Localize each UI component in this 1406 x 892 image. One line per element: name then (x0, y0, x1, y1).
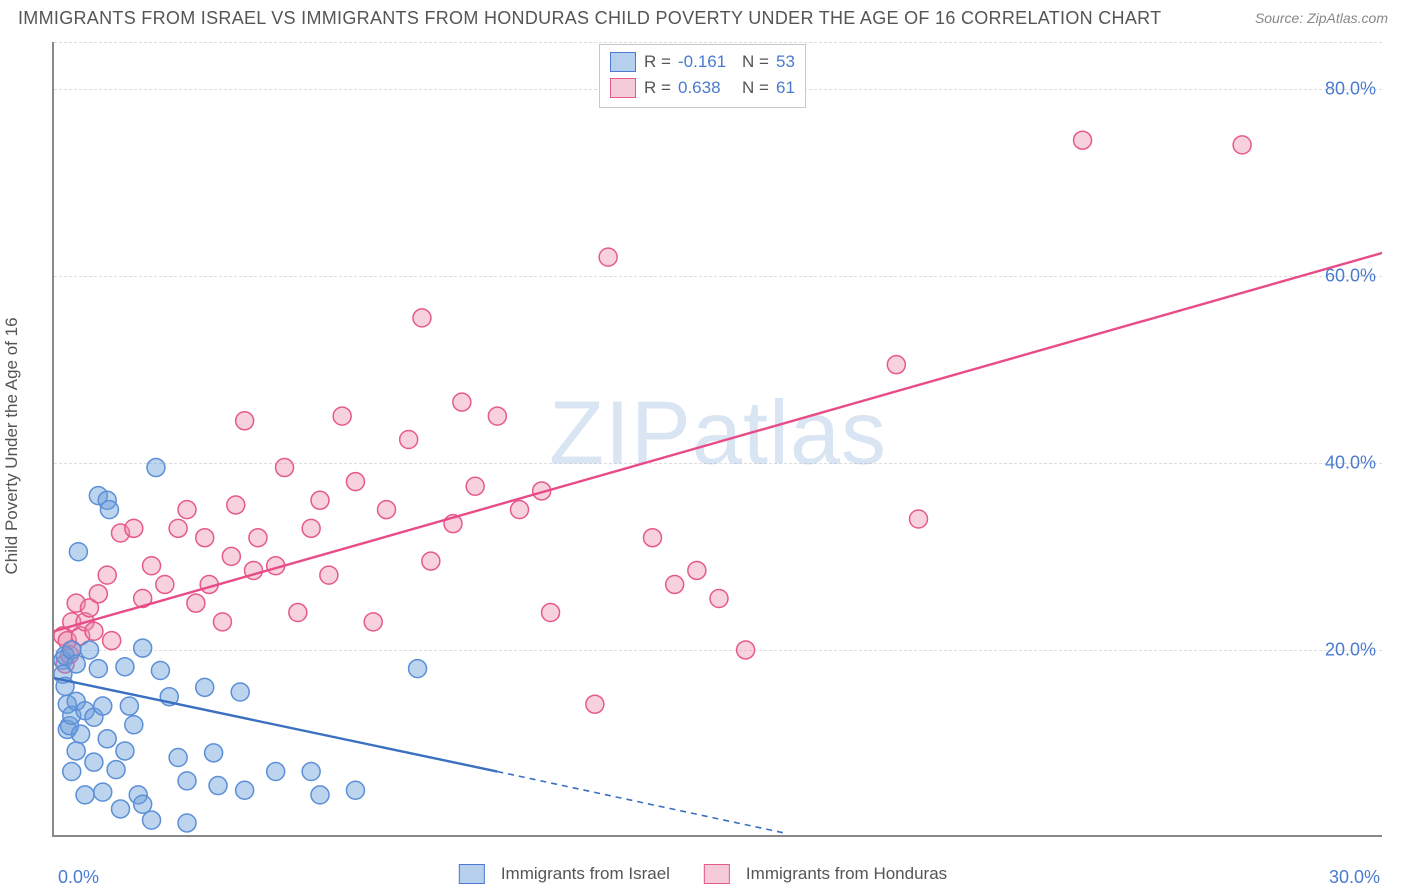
y-axis-label: Child Poverty Under the Age of 16 (2, 317, 22, 574)
legend-item-israel: Immigrants from Israel (459, 864, 670, 884)
swatch-pink-icon (704, 864, 730, 884)
legend-item-honduras: Immigrants from Honduras (704, 864, 947, 884)
correlation-legend: R = -0.161 N = 53 R = 0.638 N = 61 (599, 44, 806, 108)
x-tick-right: 30.0% (1329, 867, 1380, 888)
x-tick-left: 0.0% (58, 867, 99, 888)
legend-row-israel: R = -0.161 N = 53 (610, 49, 795, 75)
swatch-blue-icon (459, 864, 485, 884)
chart-title: IMMIGRANTS FROM ISRAEL VS IMMIGRANTS FRO… (18, 8, 1161, 28)
legend-row-honduras: R = 0.638 N = 61 (610, 75, 795, 101)
scatter-plot: ZIPatlas R = -0.161 N = 53 R = 0.638 N =… (52, 42, 1382, 837)
plot-svg (54, 42, 1382, 835)
swatch-blue (610, 52, 636, 72)
source-attribution: Source: ZipAtlas.com (1255, 10, 1388, 26)
series-legend: Immigrants from Israel Immigrants from H… (459, 864, 947, 884)
swatch-pink (610, 78, 636, 98)
